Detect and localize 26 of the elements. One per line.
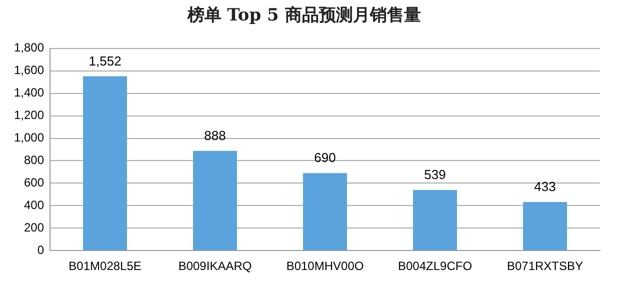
y-tick-label: 600 bbox=[24, 176, 44, 190]
data-label: 888 bbox=[204, 128, 226, 143]
y-tick-label: 200 bbox=[24, 220, 44, 234]
y-tick-label: 1,600 bbox=[14, 63, 44, 78]
x-tick-label: B004ZL9CFO bbox=[398, 259, 472, 274]
y-tick-label: 1,400 bbox=[14, 86, 44, 100]
data-label: 433 bbox=[534, 179, 556, 194]
y-tick-label: 800 bbox=[24, 153, 44, 168]
data-label: 539 bbox=[424, 167, 446, 182]
y-tick-label: 1,200 bbox=[14, 108, 44, 122]
chart-title: 榜单 Top 5 商品预测月销售量 bbox=[186, 6, 421, 26]
y-tick-label: 0 bbox=[37, 242, 44, 257]
y-tick-label: 1,800 bbox=[14, 40, 44, 55]
y-tick-label: 1,000 bbox=[14, 130, 44, 145]
bar bbox=[413, 190, 458, 250]
data-label: 690 bbox=[314, 150, 336, 166]
y-tick-label: 400 bbox=[24, 198, 44, 212]
bar bbox=[303, 173, 348, 250]
x-tick-label: B010MHV00O bbox=[286, 259, 364, 274]
bar bbox=[83, 76, 128, 250]
bar bbox=[193, 150, 238, 250]
bar bbox=[523, 202, 567, 250]
x-tick-label: B009IKAARQ bbox=[178, 259, 252, 274]
data-label: 1,552 bbox=[88, 53, 122, 68]
x-tick-label: B071RXTSBY bbox=[506, 259, 584, 274]
x-tick-label: B01M028L5E bbox=[68, 259, 142, 274]
